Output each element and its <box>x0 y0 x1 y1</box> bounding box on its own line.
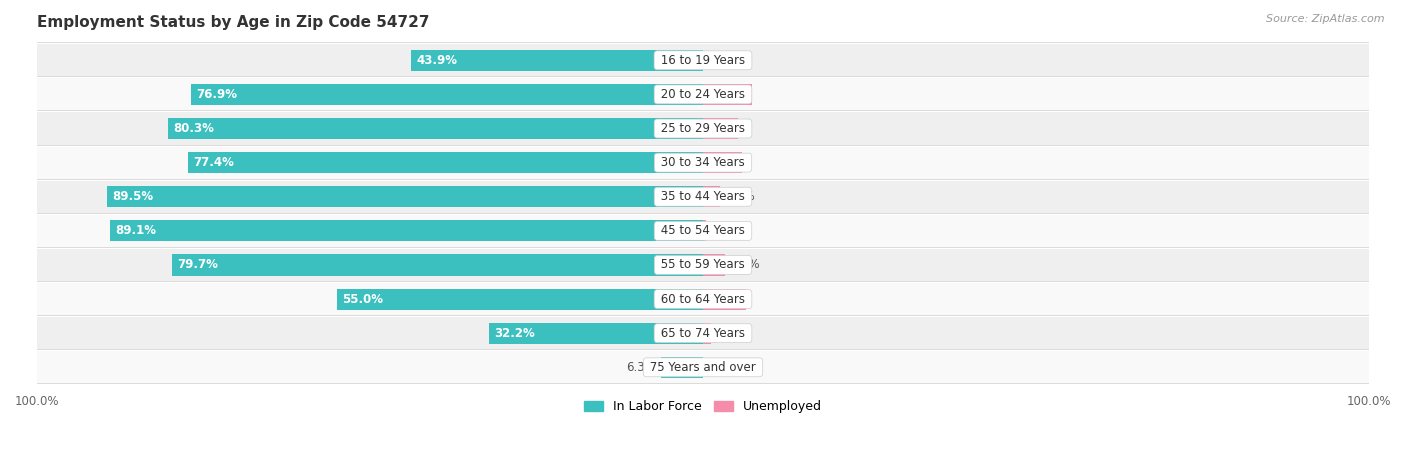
Text: 16 to 19 Years: 16 to 19 Years <box>657 54 749 67</box>
Text: 45 to 54 Years: 45 to 54 Years <box>657 224 749 237</box>
Text: 30 to 34 Years: 30 to 34 Years <box>657 156 749 169</box>
Text: 6.5%: 6.5% <box>709 293 741 306</box>
Bar <box>110 220 703 241</box>
Text: 5.8%: 5.8% <box>703 156 737 169</box>
Bar <box>37 351 1369 383</box>
Bar <box>661 357 703 378</box>
Text: Employment Status by Age in Zip Code 54727: Employment Status by Age in Zip Code 547… <box>37 15 430 30</box>
Text: 55.0%: 55.0% <box>342 293 384 306</box>
Text: 2.5%: 2.5% <box>725 190 755 203</box>
Text: 89.1%: 89.1% <box>115 224 156 237</box>
Bar <box>703 84 752 105</box>
Bar <box>191 84 703 105</box>
Text: 35 to 44 Years: 35 to 44 Years <box>657 190 749 203</box>
Text: 75 Years and over: 75 Years and over <box>647 361 759 374</box>
Bar <box>37 78 1369 110</box>
Text: 43.9%: 43.9% <box>416 54 457 67</box>
Text: 7.4%: 7.4% <box>714 88 747 101</box>
Legend: In Labor Force, Unemployed: In Labor Force, Unemployed <box>579 396 827 419</box>
Text: 80.3%: 80.3% <box>174 122 215 135</box>
Bar <box>703 289 747 310</box>
Bar <box>37 283 1369 315</box>
Text: 89.5%: 89.5% <box>112 190 153 203</box>
Bar <box>703 220 706 241</box>
Bar <box>37 147 1369 179</box>
Bar <box>703 152 741 173</box>
Bar <box>37 112 1369 145</box>
Text: 1.2%: 1.2% <box>716 327 747 340</box>
Bar <box>703 254 725 276</box>
Bar <box>188 152 703 173</box>
Bar <box>489 322 703 344</box>
Bar <box>703 322 711 344</box>
Bar <box>37 317 1369 349</box>
Text: 25 to 29 Years: 25 to 29 Years <box>657 122 749 135</box>
Text: 20 to 24 Years: 20 to 24 Years <box>657 88 749 101</box>
Text: 60 to 64 Years: 60 to 64 Years <box>657 293 749 306</box>
Text: 5.2%: 5.2% <box>700 122 733 135</box>
Text: 0.5%: 0.5% <box>711 224 741 237</box>
Text: 55 to 59 Years: 55 to 59 Years <box>657 258 749 272</box>
Bar <box>37 181 1369 213</box>
Text: 65 to 74 Years: 65 to 74 Years <box>657 327 749 340</box>
Text: Source: ZipAtlas.com: Source: ZipAtlas.com <box>1267 14 1385 23</box>
Bar <box>173 254 703 276</box>
Bar <box>703 118 738 139</box>
Text: 3.3%: 3.3% <box>730 258 759 272</box>
Text: 0.0%: 0.0% <box>713 361 742 374</box>
Text: 79.7%: 79.7% <box>177 258 218 272</box>
Bar <box>411 50 703 71</box>
Text: 6.3%: 6.3% <box>626 361 655 374</box>
Bar <box>107 186 703 207</box>
Bar <box>37 215 1369 247</box>
Text: 77.4%: 77.4% <box>193 156 233 169</box>
Bar <box>703 186 720 207</box>
Text: 32.2%: 32.2% <box>494 327 534 340</box>
Bar <box>37 44 1369 76</box>
Text: 0.0%: 0.0% <box>713 54 742 67</box>
Bar <box>37 249 1369 281</box>
Bar <box>337 289 703 310</box>
Text: 76.9%: 76.9% <box>197 88 238 101</box>
Bar <box>169 118 703 139</box>
